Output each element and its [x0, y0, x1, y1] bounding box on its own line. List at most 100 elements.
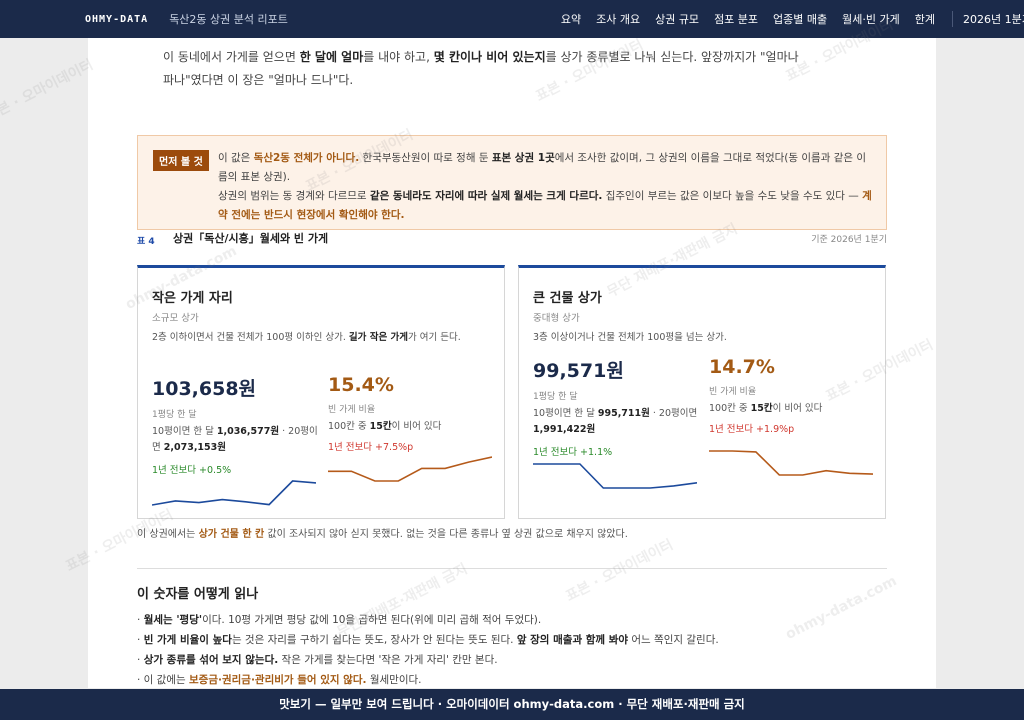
- detail-text: 이 비어 있다: [772, 403, 823, 414]
- nav-market-size[interactable]: 상권 규모: [655, 13, 700, 26]
- missing-value-note: 이 상권에서는 상가 건물 한 칸 값이 조사되지 않아 싣지 못했다. 없는 …: [137, 525, 887, 540]
- howto-item: · 상가 종류를 섞어 보지 않는다. 작은 가게를 찾는다면 '작은 가게 자…: [137, 650, 887, 670]
- vacancy-sparkline: [709, 450, 873, 476]
- card-description: 2층 이하이면서 건물 전체가 100평 이하인 상가. 길가 작은 가게가 여…: [152, 330, 492, 345]
- rent-label: 1평당 한 달: [152, 410, 197, 420]
- howto-list: · 월세는 '평당'이다. 10평 가게면 평당 값에 10을 곱하면 된다(위…: [137, 610, 887, 688]
- howto-item: · 월세는 '평당'이다. 10평 가게면 평당 값에 10을 곱하면 된다(위…: [137, 610, 887, 630]
- rent-sparkline: [533, 463, 697, 489]
- vacancy-detail: 100칸 중 15칸이 비어 있다: [709, 401, 879, 417]
- card-large-building: 큰 건물 상가 중대형 상가 3층 이상이거나 건물 전체가 100평을 넘는 …: [518, 265, 886, 519]
- desc-emphasis: 길가 작은 가게: [348, 332, 408, 343]
- detail-text: 10평이면 한 달: [533, 408, 598, 419]
- desc-text: 가 여기 든다.: [407, 332, 461, 343]
- sparkline-path: [152, 480, 316, 506]
- howto-text: 어느 쪽인지 갈린다.: [628, 634, 719, 646]
- note-emphasis: 상가 건물 한 칸: [198, 529, 265, 540]
- rent-label: 1평당 한 달: [533, 392, 578, 402]
- rent-detail: 10평이면 한 달 995,711원 · 20평이면 1,991,422원: [533, 406, 699, 438]
- howto-emphasis: 빈 가게 비율이 높다: [143, 634, 232, 646]
- vacancy-value: 14.7%: [709, 356, 775, 378]
- notice-badge: 먼저 볼 것: [153, 150, 209, 171]
- card-title: 큰 건물 상가: [533, 291, 602, 306]
- section-divider: [137, 568, 887, 569]
- nav-store-distribution[interactable]: 점포 분포: [714, 13, 759, 26]
- howto-text: ·: [137, 634, 144, 646]
- notice-text-run: 상권의 범위는 동 경계와 다르므로: [218, 190, 370, 202]
- card-title: 작은 가게 자리: [152, 291, 233, 306]
- notice-emphasis: 표본 상권 1곳: [491, 152, 555, 164]
- vacancy-value: 15.4%: [328, 374, 394, 396]
- rent-metric: 99,571원 1평당 한 달 10평이면 한 달 995,711원 · 20평…: [533, 356, 699, 458]
- lead-paragraph: 이 동네에서 가게를 얻으면 한 달에 얼마를 내야 하고, 몇 칸이나 비어 …: [163, 46, 803, 92]
- notice-text-run: 이 값은: [218, 152, 254, 164]
- report-sheet: 이 동네에서 가게를 얻으면 한 달에 얼마를 내야 하고, 몇 칸이나 비어 …: [88, 38, 936, 688]
- notice-text: 이 값은 독산2동 전체가 아니다. 한국부동산원이 따로 정해 둔 표본 상권…: [218, 149, 873, 225]
- watermark-text: 표본 · 오마이데이터: [0, 56, 96, 125]
- nav-limitations[interactable]: 한계: [914, 13, 935, 26]
- card-subtitle: 소규모 상가: [152, 313, 199, 324]
- rent-metric: 103,658원 1평당 한 달 10평이면 한 달 1,036,577원 · …: [152, 374, 318, 476]
- detail-text: 10평이면 한 달: [152, 426, 217, 437]
- detail-text: · 20평이면: [649, 408, 698, 419]
- card-small-store: 작은 가게 자리 소규모 상가 2층 이하이면서 건물 전체가 100평 이하인…: [137, 265, 505, 519]
- nav-sales-by-industry[interactable]: 업종별 매출: [773, 13, 828, 26]
- howto-item: · 이 값에는 보증금·권리금·관리비가 들어 있지 않다. 월세만이다.: [137, 670, 887, 688]
- notice-emphasis: 같은 동네라도 자리에 따라 실제 월세는 크게 다르다.: [369, 190, 603, 202]
- howto-emphasis: 월세는 '평당': [143, 614, 203, 626]
- nav-survey-overview[interactable]: 조사 개요: [596, 13, 641, 26]
- desc-text: 2층 이하이면서 건물 전체가 100평 이하인 상가.: [152, 332, 349, 343]
- howto-text: 월세만이다.: [366, 674, 422, 686]
- howto-text: 는 것은 자리를 구하기 쉽다는 뜻도, 장사가 안 된다는 뜻도 된다.: [231, 634, 517, 646]
- howto-emphasis: 앞 장의 매출과 함께 봐야: [516, 634, 629, 646]
- preview-footer-banner: 맛보기 — 일부만 보여 드립니다 · 오마이데이터 ohmy-data.com…: [0, 689, 1024, 720]
- howto-emphasis: 보증금·권리금·관리비가 들어 있지 않다.: [189, 674, 367, 686]
- detail-emphasis: 2,073,153원: [163, 442, 226, 453]
- howto-text: · 이 값에는: [137, 674, 189, 686]
- vacancy-change: 1년 전보다 +1.9%p: [709, 424, 795, 435]
- vacancy-sparkline: [328, 456, 492, 482]
- howto-text: 이다. 10평 가게면 평당 값에 10을 곱하면 된다(위에 미리 곱해 적어…: [202, 614, 542, 626]
- top-navbar: OHMY-DATA 독산2동 상권 분석 리포트 요약 조사 개요 상권 규모 …: [0, 0, 1024, 38]
- rent-detail: 10평이면 한 달 1,036,577원 · 20평이면 2,073,153원: [152, 424, 318, 456]
- detail-text: · 20평이면: [152, 426, 318, 453]
- sparkline-path: [533, 463, 697, 489]
- quarter-label: 2026년 1분기: [952, 11, 1024, 27]
- vacancy-label: 빈 가게 비율: [328, 405, 376, 415]
- brand-logo[interactable]: OHMY-DATA: [85, 13, 149, 25]
- notice-emphasis: 계약 전에는 반드시 현장에서 확인해야 한다.: [218, 190, 872, 221]
- notice-text-run: 에서 조사한 값이며, 그 상권의 이름을 그대로 적었다(동 이름과 같은 이…: [218, 152, 867, 183]
- detail-text: 100칸 중: [328, 421, 370, 432]
- table-date: 기준 2026년 1분기: [811, 235, 887, 245]
- detail-emphasis: 15칸: [750, 403, 773, 414]
- howto-title: 이 숫자를 어떻게 읽나: [137, 587, 259, 602]
- nav-rent-vacancy[interactable]: 월세·빈 가게: [842, 13, 900, 26]
- nav-summary[interactable]: 요약: [560, 13, 582, 26]
- desc-text: 3층 이상이거나 건물 전체가 100평을 넘는 상가.: [533, 332, 727, 343]
- notice-box: 먼저 볼 것 이 값은 독산2동 전체가 아니다. 한국부동산원이 따로 정해 …: [137, 135, 887, 230]
- report-title: 독산2동 상권 분석 리포트: [169, 13, 288, 26]
- detail-emphasis: 995,711원: [597, 408, 650, 419]
- howto-item: · 빈 가게 비율이 높다는 것은 자리를 구하기 쉽다는 뜻도, 장사가 안 …: [137, 630, 887, 650]
- detail-text: 이 비어 있다: [391, 421, 442, 432]
- howto-text: ·: [137, 614, 144, 626]
- notice-text-run: 한국부동산원이 따로 정해 둔: [359, 152, 492, 164]
- sparkline-path: [328, 456, 492, 482]
- detail-emphasis: 1,991,422원: [533, 424, 596, 435]
- vacancy-metric: 14.7% 빈 가게 비율 100칸 중 15칸이 비어 있다 1년 전보다 +…: [709, 356, 879, 435]
- notice-text-run: 집주인이 부르는 값은 이보다 높을 수도 낮을 수도 있다 —: [602, 190, 863, 202]
- howto-text: 작은 가게를 찾는다면 '작은 가게 자리' 칸만 본다.: [278, 654, 498, 666]
- card-description: 3층 이상이거나 건물 전체가 100평을 넘는 상가.: [533, 330, 873, 345]
- howto-emphasis: 상가 종류를 섞어 보지 않는다.: [143, 654, 279, 666]
- vacancy-metric: 15.4% 빈 가게 비율 100칸 중 15칸이 비어 있다 1년 전보다 +…: [328, 374, 498, 453]
- table-header: 표 4 상권「독산/시흥」월세와 빈 가게 기준 2026년 1분기: [137, 230, 887, 254]
- vacancy-detail: 100칸 중 15칸이 비어 있다: [328, 419, 498, 435]
- note-text: 값이 조사되지 않아 싣지 못했다. 없는 것을 다른 종류나 옆 상권 값으로…: [264, 529, 628, 540]
- note-text: 이 상권에서는: [137, 529, 199, 540]
- rent-value: 99,571원: [533, 360, 624, 382]
- lead-emphasis: 한 달에 얼마: [299, 50, 364, 64]
- lead-text: 를 내야 하고,: [363, 50, 434, 64]
- rent-change: 1년 전보다 +0.5%: [152, 465, 232, 476]
- rent-change: 1년 전보다 +1.1%: [533, 447, 613, 458]
- card-subtitle: 중대형 상가: [533, 313, 580, 324]
